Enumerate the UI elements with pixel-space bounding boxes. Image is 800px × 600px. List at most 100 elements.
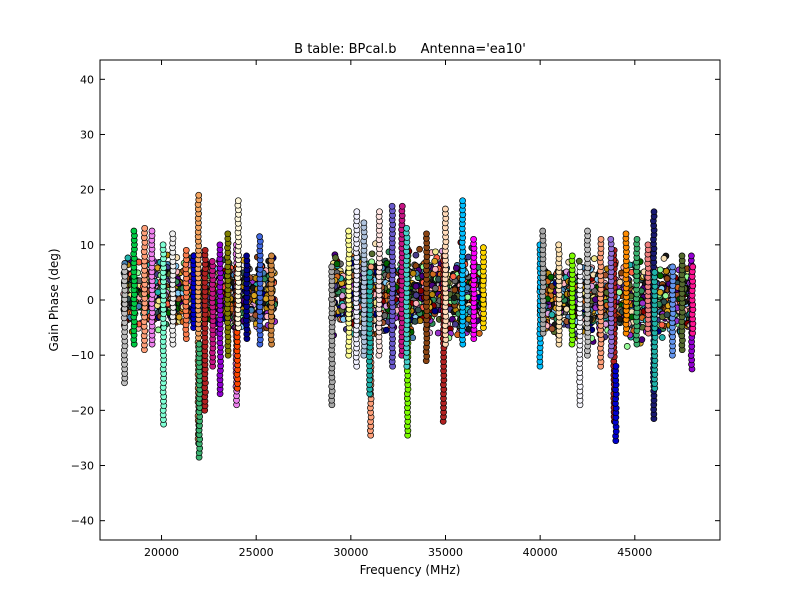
y-tick-label: −10 <box>71 349 94 362</box>
x-tick-label: 25000 <box>239 546 274 559</box>
data-point <box>597 235 605 243</box>
data-point <box>656 288 664 296</box>
data-point <box>464 293 472 301</box>
data-point <box>159 241 167 249</box>
data-point <box>409 270 417 277</box>
data-point <box>459 197 466 205</box>
data-point <box>548 311 556 319</box>
data-point <box>216 241 224 249</box>
data-point <box>584 227 591 235</box>
data-point <box>431 307 439 315</box>
chart-title-table: B table: BPcal.b <box>294 42 396 57</box>
data-point <box>403 224 410 232</box>
data-point <box>141 224 149 232</box>
data-point <box>250 292 258 299</box>
chart-title: B table: BPcal.b Antenna='ea10' <box>294 42 526 57</box>
data-point <box>195 191 203 199</box>
data-point <box>449 273 457 280</box>
data-point <box>339 302 347 310</box>
data-point <box>615 288 623 296</box>
data-point <box>465 253 472 261</box>
data-point <box>650 208 658 216</box>
plot-area <box>99 59 721 541</box>
y-tick-label: 40 <box>80 73 94 86</box>
data-point <box>644 241 652 249</box>
data-point <box>450 294 458 302</box>
data-point <box>328 263 336 271</box>
data-point <box>398 202 406 210</box>
y-tick-label: 30 <box>80 128 94 141</box>
x-tick-label: 35000 <box>428 546 463 559</box>
data-point <box>451 286 459 294</box>
data-point <box>623 343 631 350</box>
data-point <box>451 320 459 328</box>
data-point <box>688 252 695 260</box>
data-point <box>360 219 368 227</box>
data-point <box>423 230 430 238</box>
data-point <box>669 263 676 271</box>
data-point <box>175 313 183 321</box>
data-point <box>480 244 487 251</box>
data-point <box>622 230 630 238</box>
data-point <box>607 235 615 243</box>
data-point <box>658 321 666 329</box>
data-point <box>353 208 361 216</box>
data-point <box>442 205 449 213</box>
data-point <box>256 233 263 240</box>
y-axis-label: Gain Phase (deg) <box>47 248 61 351</box>
data-point <box>662 292 669 300</box>
data-point <box>576 263 584 271</box>
data-point <box>452 264 460 272</box>
data-point <box>656 266 664 274</box>
data-point <box>411 318 419 325</box>
data-point <box>548 325 556 333</box>
data-point <box>414 306 422 314</box>
x-tick-label: 40000 <box>523 546 558 559</box>
data-point <box>689 263 697 271</box>
data-point <box>470 235 477 243</box>
data-point <box>130 227 138 235</box>
data-point <box>590 255 598 262</box>
data-point <box>195 340 203 348</box>
y-tick-label: −20 <box>71 404 94 417</box>
y-tick-label: −40 <box>71 515 94 528</box>
data-point <box>201 246 209 254</box>
data-point <box>555 241 563 249</box>
data-point <box>412 282 420 290</box>
data-point <box>475 330 483 337</box>
data-point <box>651 269 659 276</box>
y-tick-label: −30 <box>71 460 94 473</box>
data-point <box>412 291 420 299</box>
chart-title-antenna: Antenna='ea10' <box>421 42 526 57</box>
data-point <box>547 273 555 281</box>
y-tick-label: 10 <box>80 239 94 252</box>
data-point <box>660 255 668 262</box>
data-point <box>208 258 216 265</box>
data-point <box>243 252 250 260</box>
data-point <box>638 336 646 343</box>
x-tick-label: 45000 <box>617 546 652 559</box>
data-point <box>332 254 339 262</box>
data-point <box>432 248 439 256</box>
data-point <box>412 251 420 259</box>
data-point <box>262 295 270 303</box>
data-point <box>124 254 132 262</box>
data-point <box>633 235 641 243</box>
data-point <box>182 246 190 254</box>
data-point <box>434 329 442 337</box>
data-point <box>678 252 686 260</box>
data-point <box>120 263 128 271</box>
data-point <box>616 278 624 286</box>
data-point <box>431 265 439 273</box>
data-point <box>658 334 666 341</box>
data-point <box>382 326 390 334</box>
data-point <box>657 272 664 280</box>
data-point <box>568 252 576 260</box>
data-point <box>431 257 439 265</box>
data-point <box>539 227 547 235</box>
data-point <box>234 197 242 205</box>
y-tick-label: 0 <box>87 294 94 307</box>
data-point <box>575 257 583 265</box>
x-tick-label: 20000 <box>144 546 179 559</box>
